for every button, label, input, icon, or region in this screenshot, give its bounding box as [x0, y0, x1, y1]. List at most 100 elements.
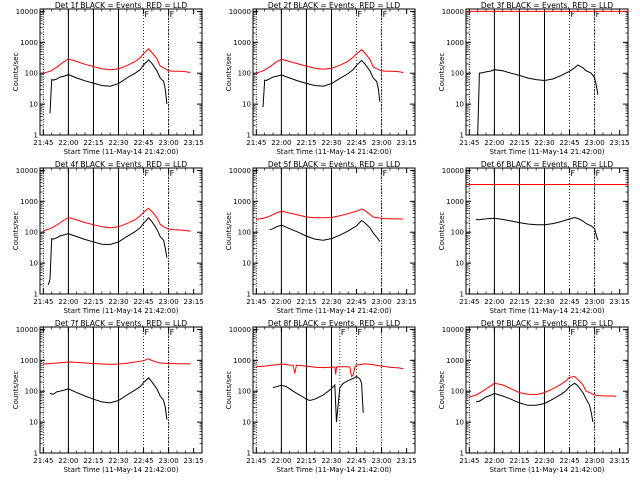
y-tick-label: 1000: [446, 198, 464, 206]
events-series-line: [49, 59, 168, 114]
y-tick-label: 1: [34, 291, 38, 299]
y-tick-label: 10: [242, 419, 251, 427]
y-tick-label: 1000: [20, 198, 38, 206]
x-tick-label: 23:15: [610, 457, 630, 465]
x-tick-label: 21:45: [459, 457, 479, 465]
x-axis-label: Start Time (11-May-14 21:42:00): [489, 466, 604, 474]
y-tick-label: 1000: [233, 39, 251, 47]
y-tick-label: 10: [242, 260, 251, 268]
events-series-line: [475, 216, 599, 241]
plot-frame: [465, 326, 629, 454]
lld-series-line: [43, 47, 191, 74]
x-tick-label: 22:00: [484, 457, 504, 465]
x-tick-label: 23:00: [159, 298, 179, 306]
x-tick-label: 22:00: [484, 139, 504, 147]
y-tick-label: 100: [238, 388, 251, 396]
y-tick-label: 1000: [446, 39, 464, 47]
x-axis-label: Start Time (11-May-14 21:42:00): [63, 148, 178, 156]
y-tick-label: 100: [25, 70, 38, 78]
x-tick-label: 23:00: [159, 457, 179, 465]
y-tick-label: 10: [29, 260, 38, 268]
x-tick-label: 23:15: [397, 457, 417, 465]
lld-series-line: [469, 375, 617, 398]
flag-label: F: [358, 328, 363, 337]
x-tick-label: 22:15: [509, 457, 529, 465]
flag-label: F: [170, 169, 175, 178]
flag-label: F: [596, 169, 601, 178]
events-series-line: [49, 377, 168, 420]
y-tick-label: 10: [29, 419, 38, 427]
events-series-line: [272, 375, 364, 423]
y-tick-label: 10000: [229, 8, 251, 16]
x-tick-label: 22:15: [296, 139, 316, 147]
flag-label: F: [571, 10, 576, 19]
plot-frame: [252, 326, 416, 454]
x-tick-label: 22:00: [58, 139, 78, 147]
x-tick-label: 23:15: [610, 139, 630, 147]
x-tick-label: 21:45: [246, 139, 266, 147]
flag-label: F: [358, 10, 363, 19]
x-tick-label: 22:00: [271, 457, 291, 465]
x-tick-label: 22:45: [346, 139, 366, 147]
y-tick-label: 100: [25, 388, 38, 396]
lld-series-line: [256, 48, 404, 74]
x-tick-label: 23:15: [184, 139, 204, 147]
x-tick-label: 23:15: [397, 139, 417, 147]
panel-title: Det 2f BLACK = Events, RED = LLD: [268, 1, 401, 10]
detector-panel: Det 8f BLACK = Events, RED = LLD 1 10 100 10…: [225, 319, 417, 474]
x-tick-label: 21:45: [33, 298, 53, 306]
y-tick-label: 10: [455, 260, 464, 268]
events-series-line: [475, 382, 594, 423]
x-tick-label: 22:15: [509, 139, 529, 147]
panel-title: Det 6f BLACK = Events, RED = LLD: [481, 160, 614, 169]
x-tick-label: 22:45: [133, 139, 153, 147]
x-tick-label: 21:45: [33, 457, 53, 465]
x-tick-label: 22:45: [133, 298, 153, 306]
y-tick-label: 100: [451, 70, 464, 78]
lld-series-line: [43, 207, 191, 232]
y-tick-label: 100: [238, 70, 251, 78]
x-tick-label: 22:30: [321, 457, 341, 465]
flag-label: F: [571, 169, 576, 178]
y-tick-label: 100: [451, 388, 464, 396]
lld-series-line: [43, 358, 191, 365]
lld-series-line: [256, 363, 404, 378]
x-tick-label: 22:00: [271, 298, 291, 306]
x-tick-label: 22:00: [58, 457, 78, 465]
y-tick-label: 1: [247, 132, 251, 140]
y-tick-label: 100: [451, 229, 464, 237]
y-tick-label: 10000: [442, 8, 464, 16]
x-tick-label: 23:00: [372, 139, 392, 147]
flag-label: F: [170, 328, 175, 337]
x-tick-label: 22:30: [534, 457, 554, 465]
y-tick-label: 10000: [442, 167, 464, 175]
flag-label: F: [170, 10, 175, 19]
y-tick-label: 100: [238, 229, 251, 237]
x-tick-label: 22:30: [534, 139, 554, 147]
detector-panel: Det 9f BLACK = Events, RED = LLD 1 10 100 10…: [438, 319, 630, 474]
x-tick-label: 22:45: [346, 457, 366, 465]
x-tick-label: 22:15: [83, 139, 103, 147]
plot-frame: [39, 326, 203, 454]
y-tick-label: 1: [460, 450, 464, 458]
panel-title: Det 3f BLACK = Events, RED = LLD: [481, 1, 614, 10]
panel-title: Det 4f BLACK = Events, RED = LLD: [55, 160, 188, 169]
detector-panel: Det 2f BLACK = Events, RED = LLD 1 10 100 10…: [225, 1, 417, 156]
x-tick-label: 21:45: [33, 139, 53, 147]
y-tick-label: 100: [25, 229, 38, 237]
flag-label: F: [145, 10, 150, 19]
detector-panel: Det 4f BLACK = Events, RED = LLD 1 10 100 10…: [12, 160, 204, 315]
y-axis-label: Counts/sec: [12, 371, 20, 410]
y-tick-label: 10: [455, 419, 464, 427]
flag-label: F: [145, 169, 150, 178]
y-tick-label: 1000: [233, 357, 251, 365]
x-tick-label: 22:30: [108, 457, 128, 465]
x-tick-label: 23:00: [585, 139, 605, 147]
plot-frame: [39, 167, 203, 295]
panel-title: Det 1f BLACK = Events, RED = LLD: [55, 1, 188, 10]
flag-label: F: [596, 10, 601, 19]
y-tick-label: 1: [247, 450, 251, 458]
x-axis-label: Start Time (11-May-14 21:42:00): [63, 466, 178, 474]
y-tick-label: 1000: [233, 198, 251, 206]
